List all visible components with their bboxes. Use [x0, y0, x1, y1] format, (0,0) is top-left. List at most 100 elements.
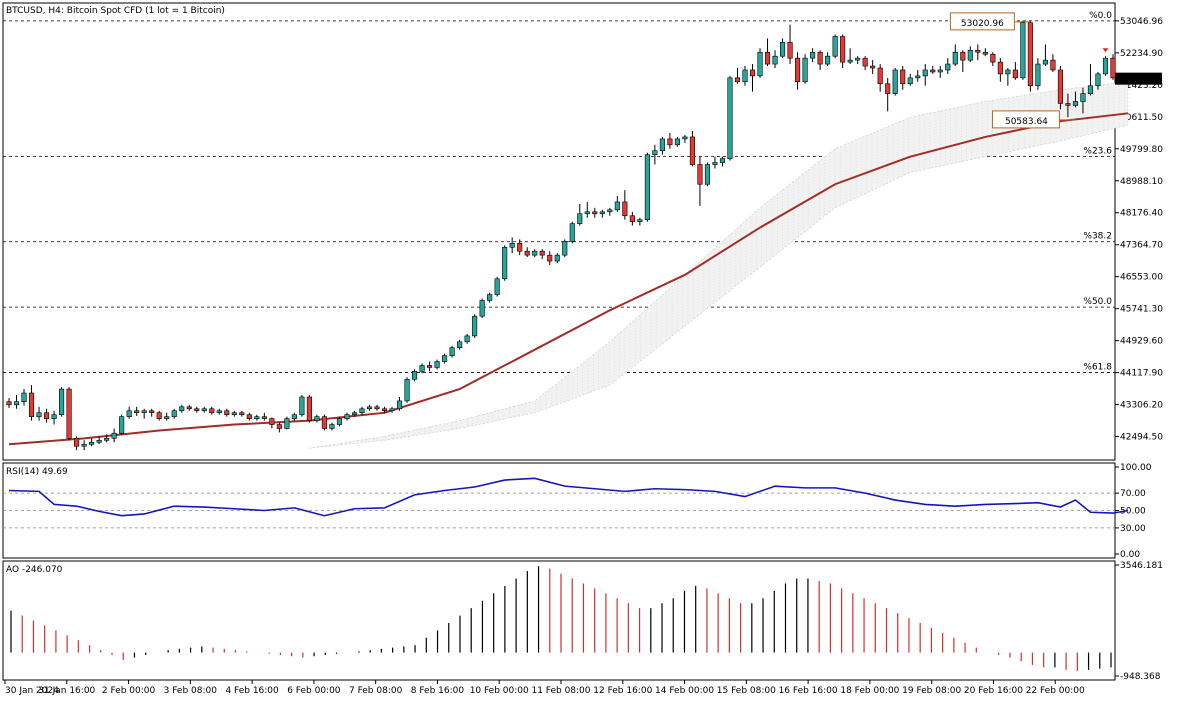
fib-level-label: %61.8 [1083, 363, 1112, 373]
candle-body [1080, 93, 1086, 102]
candle-body [877, 67, 883, 85]
candle-body [734, 77, 741, 83]
candle-body [104, 438, 110, 441]
candle-body [261, 416, 267, 419]
candle-body [231, 412, 237, 415]
candle-body [1102, 57, 1109, 75]
candle-body [194, 408, 200, 412]
candle-body [524, 250, 530, 256]
high-annotation-label: 53020.96 [961, 19, 1004, 29]
y-tick-label: 44117.90 [1120, 369, 1163, 379]
x-tick-label: 2 Feb 00:00 [102, 686, 156, 696]
candle-body [885, 83, 891, 94]
x-tick-label: 6 Feb 00:00 [287, 686, 341, 696]
x-tick-label: 8 Feb 16:00 [411, 686, 465, 696]
candle-body [126, 410, 132, 417]
candle-body [1110, 57, 1116, 79]
candle-body [464, 335, 470, 343]
candle-body [13, 401, 20, 406]
x-tick-label: 10 Feb 00:00 [470, 686, 529, 696]
candle-body [787, 42, 793, 59]
candle-body [982, 51, 988, 55]
candle-body [900, 69, 906, 85]
candle-body [59, 388, 65, 415]
rsi-tick-label: 70.00 [1120, 489, 1146, 499]
candle-body [674, 138, 680, 146]
candle-body [802, 57, 808, 83]
x-tick-label: 3 Feb 08:00 [164, 686, 218, 696]
candle-body [366, 406, 373, 410]
candle-body [1042, 59, 1048, 65]
candle-body [1065, 103, 1071, 106]
candle-body [1050, 59, 1056, 71]
candle-body [6, 401, 12, 406]
candle-body [201, 408, 207, 412]
candle-body [637, 219, 643, 222]
candle-body [855, 57, 861, 61]
candle-body [509, 243, 515, 248]
candle-body [457, 341, 463, 349]
cloud-area [309, 81, 1129, 449]
x-tick-label: 14 Feb 00:00 [655, 686, 714, 696]
candle-body [719, 158, 726, 163]
y-tick-label: 47364.70 [1120, 241, 1163, 251]
y-tick-label: 43306.20 [1120, 401, 1163, 411]
candle-body [246, 414, 252, 419]
candle-body [487, 294, 493, 301]
candle-body [74, 438, 80, 447]
x-tick-label: 18 Feb 00:00 [840, 686, 899, 696]
candle-body [186, 406, 192, 410]
candle-body [577, 213, 583, 224]
candle-body [1087, 85, 1094, 94]
candle-body [539, 250, 545, 256]
candle-body [411, 371, 418, 380]
y-tick-label: 51423.20 [1120, 81, 1163, 91]
candle-body [1012, 69, 1018, 79]
candle-body [569, 223, 575, 242]
y-tick-label: 42494.50 [1120, 433, 1163, 443]
candle-body [442, 355, 448, 362]
x-tick-label: 31 Jan 16:00 [38, 686, 95, 696]
x-tick-label: 15 Feb 08:00 [717, 686, 776, 696]
fib-level-label: %0.0 [1089, 11, 1112, 21]
candle-body [449, 347, 455, 356]
x-tick-label: 11 Feb 08:00 [531, 686, 590, 696]
candle-body [306, 396, 312, 421]
candle-body [922, 69, 928, 77]
candle-body [81, 443, 87, 447]
y-tick-label: 48988.10 [1120, 177, 1163, 187]
candle-body [975, 49, 981, 53]
candle-body [51, 414, 57, 419]
candle-body [764, 51, 771, 65]
candle-body [149, 410, 155, 414]
candle-body [945, 63, 951, 71]
rsi-tick-label: 50.00 [1120, 507, 1146, 517]
candle-body [494, 278, 500, 295]
candle-body [937, 69, 943, 73]
candle-body [224, 410, 230, 415]
candle-body [607, 209, 613, 213]
candle-body [179, 406, 185, 412]
candle-body [554, 254, 560, 262]
candle-body [599, 211, 605, 215]
candle-body [36, 412, 42, 417]
candle-body [584, 211, 590, 215]
y-tick-label: 44929.60 [1120, 337, 1163, 347]
candle-body [862, 57, 868, 67]
candle-body [832, 36, 838, 57]
candle-body [381, 408, 388, 412]
rsi-tick-label: 30.00 [1120, 524, 1146, 534]
candle-body [419, 365, 425, 372]
candle-body [689, 136, 695, 165]
candle-body [299, 396, 305, 415]
candle-body [967, 49, 973, 61]
candle-body [239, 412, 245, 415]
candle-body [434, 361, 440, 368]
candle-body [396, 400, 403, 410]
candle-body [907, 77, 913, 85]
candle-body [697, 164, 703, 185]
y-tick-label: 49799.80 [1120, 145, 1163, 155]
candle-body [216, 410, 222, 414]
